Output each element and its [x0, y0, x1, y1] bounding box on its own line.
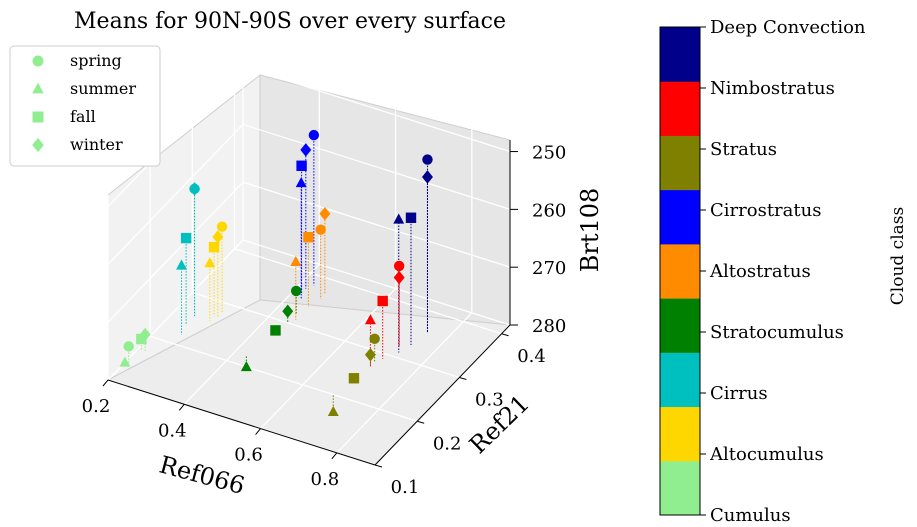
colorbar-segment	[660, 27, 700, 82]
colorbar-segment	[660, 298, 700, 353]
legend-label: fall	[70, 107, 96, 126]
legend-box	[9, 45, 161, 167]
y-tick-label: 0.3	[475, 390, 504, 411]
legend-marker-winter	[32, 137, 44, 153]
data-point-summer	[295, 176, 307, 188]
x-tick-label: 0.6	[234, 445, 263, 466]
z-axis-label: Brt108	[576, 188, 604, 273]
colorbar-tick-label: Altostratus	[709, 261, 811, 282]
colorbar-tick-label: Nimbostratus	[710, 78, 835, 99]
data-point-winter	[364, 348, 376, 362]
data-point-summer	[364, 314, 376, 325]
data-point-spring	[369, 333, 380, 345]
colorbar: Cumulus Altocumulus Cirrus Stratocumulus Alt…	[659, 17, 866, 526]
y-tick-label: 0.4	[517, 346, 546, 367]
data-point-winter	[282, 304, 294, 319]
data-point-summer	[240, 361, 252, 372]
legend-marker-fall	[32, 111, 44, 123]
data-point-summer	[393, 213, 405, 224]
x-tick-label: 0.2	[82, 396, 111, 417]
data-point-summer	[327, 405, 339, 417]
colorbar-tick-label: Altocumulus	[709, 444, 824, 465]
chart-title: Means for 90N-90S over every surface	[74, 9, 506, 34]
data-point-fall	[136, 333, 147, 345]
colorbar-segment	[660, 406, 700, 462]
data-point-summer	[290, 255, 302, 267]
z-tick-label: 250	[532, 143, 566, 164]
colorbar-segment	[660, 243, 700, 299]
colorbar-tick-label: Deep Convection	[710, 17, 866, 38]
data-point-summer	[119, 356, 131, 367]
data-point-summer	[204, 257, 216, 268]
colorbar-tick-label: Cirrostratus	[710, 200, 821, 221]
data-point-fall	[348, 373, 360, 384]
data-point-spring	[308, 129, 320, 141]
colorbar-tick-label: Cumulus	[710, 505, 791, 526]
data-points	[119, 129, 433, 417]
legend-label: winter	[70, 135, 123, 154]
colorbar-segment	[660, 352, 700, 408]
data-point-fall	[208, 241, 220, 253]
colorbar-tick-label: Stratus	[710, 139, 777, 160]
data-point-fall	[303, 231, 314, 243]
data-point-winter	[139, 327, 151, 342]
colorbar-label: Cloud class	[888, 207, 908, 305]
data-point-spring	[216, 221, 228, 232]
legend-marker-summer	[32, 82, 44, 94]
z-tick-label: 280	[532, 316, 566, 337]
data-point-summer	[176, 259, 187, 270]
z-tick-label: 270	[532, 258, 566, 279]
x-tick-label: 0.8	[311, 469, 340, 490]
plot-frame	[107, 140, 511, 466]
plot-panes	[106, 73, 512, 466]
data-point-spring	[393, 260, 405, 272]
axis-ticks: 0.2 0.4 0.6 0.8 0.1 0.2 0.3 0.4 250 260 270 280	[82, 143, 567, 498]
data-point-spring	[422, 154, 433, 165]
data-point-spring	[290, 285, 302, 297]
data-point-winter	[319, 206, 331, 221]
colorbar-tick-label: Cirrus	[710, 383, 768, 404]
data-point-winter	[422, 170, 433, 184]
data-point-fall	[270, 325, 281, 336]
colorbar-segment	[660, 460, 700, 516]
colorbar-segment	[660, 81, 700, 136]
data-point-winter	[212, 230, 224, 244]
z-tick-label: 260	[532, 200, 566, 221]
colorbar-frame	[659, 26, 701, 516]
data-point-fall	[180, 232, 192, 244]
data-point-spring	[315, 224, 326, 235]
colorbar-tick-label: Stratocumulus	[710, 322, 844, 343]
legend-label: spring	[70, 51, 122, 70]
data-point-fall	[405, 212, 417, 223]
data-point-winter	[189, 182, 201, 196]
data-point-fall	[377, 295, 388, 307]
colorbar-segment	[660, 135, 700, 191]
legend: spring summer fall winter	[9, 45, 161, 167]
data-point-winter	[300, 143, 312, 157]
y-tick-label: 0.1	[391, 477, 420, 498]
plot-grid	[107, 55, 511, 466]
legend-marker-spring	[32, 55, 44, 67]
data-point-fall	[296, 160, 307, 171]
data-point-winter	[393, 270, 405, 285]
legend-label: summer	[70, 79, 136, 98]
y-tick-label: 0.2	[433, 433, 462, 454]
data-point-spring	[123, 341, 134, 352]
colorbar-segment	[660, 189, 700, 245]
x-tick-label: 0.4	[158, 420, 187, 441]
drop-lines	[128, 135, 428, 412]
